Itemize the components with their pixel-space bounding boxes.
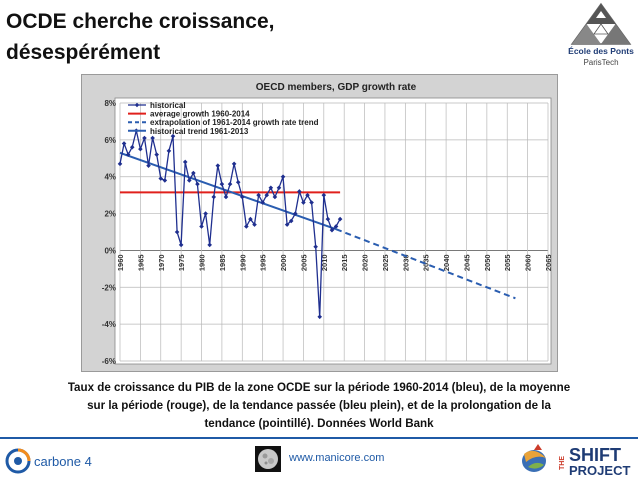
data-point xyxy=(199,224,204,229)
slide-title: OCDE cherche croissance, désespérément xyxy=(6,6,526,68)
caption-line1: Taux de croissance du PIB de la zone OCD… xyxy=(67,381,571,394)
x-axis-ticks: 1960 1965 1970 1975 1980 1985 1990 1995 2000 2005… xyxy=(116,254,553,271)
data-point xyxy=(280,174,286,180)
data-point xyxy=(313,244,318,250)
chart-caption: Taux de croissance du PIB de la zone OCD… xyxy=(4,379,634,433)
data-point xyxy=(272,194,278,200)
moon-icon xyxy=(255,446,281,472)
data-point xyxy=(276,185,282,191)
data-point xyxy=(292,211,298,216)
caption-line2: sur la période (rouge), de la tendance p… xyxy=(87,399,551,412)
x-tick-label: 2055 xyxy=(503,254,512,271)
data-point xyxy=(239,194,245,200)
data-point xyxy=(305,192,310,198)
carbone4-logo: carbone 4 xyxy=(4,447,114,477)
data-point xyxy=(329,227,335,233)
x-tick-label: 2015 xyxy=(340,254,349,271)
shift-project-logo: THE SHIFT PROJECT xyxy=(516,440,636,478)
data-point xyxy=(223,194,229,200)
legend-label: extrapolation of 1961-2014 growth rate t… xyxy=(150,118,319,127)
y-tick-label: 4% xyxy=(104,173,116,182)
data-point xyxy=(252,222,257,227)
ecole-des-ponts-logo: École des Ponts ParisTech xyxy=(566,2,636,74)
data-point xyxy=(117,161,123,167)
chart-frame: 8% 6% 4% 2% 0% -2% -4% -6% 1960 1965 1970 1975 1980… xyxy=(81,74,558,372)
x-tick-label: 2035 xyxy=(422,254,431,271)
x-tick-label: 1970 xyxy=(157,254,166,271)
x-tick-label: 2000 xyxy=(279,254,288,271)
data-point xyxy=(268,185,274,191)
x-tick-label: 2065 xyxy=(544,254,553,271)
data-point xyxy=(337,216,343,222)
x-tick-label: 2030 xyxy=(401,254,410,271)
data-point xyxy=(211,194,217,200)
shift-project-graphic: THE SHIFT PROJECT xyxy=(522,444,630,478)
data-point xyxy=(248,216,253,222)
x-tick-label: 2040 xyxy=(442,254,451,271)
x-tick-label: 1990 xyxy=(238,254,247,271)
y-tick-label: -2% xyxy=(102,283,116,292)
data-point xyxy=(203,211,208,216)
legend-label: historical trend 1961-2013 xyxy=(150,127,249,136)
carbone4-text: carbone 4 xyxy=(34,454,92,469)
slide-title-line1: OCDE cherche croissance, xyxy=(6,10,275,33)
y-tick-label: 2% xyxy=(104,210,116,219)
y-tick-label: 6% xyxy=(104,136,116,145)
data-point xyxy=(284,222,290,227)
data-point xyxy=(288,218,294,224)
y-tick-label: 0% xyxy=(104,246,116,255)
x-tick-label: 1980 xyxy=(198,254,207,271)
data-point xyxy=(235,179,241,185)
website-link[interactable]: www.manicore.com xyxy=(289,452,385,464)
x-tick-label: 2025 xyxy=(381,254,390,271)
caption-line3: tendance (pointillé). Données World Bank xyxy=(204,417,434,430)
x-tick-label: 1985 xyxy=(218,254,227,271)
footer-divider xyxy=(0,437,638,439)
ponts-logo-line1: École des Ponts xyxy=(568,46,634,56)
x-tick-label: 1965 xyxy=(136,254,145,271)
shift-shift-text: SHIFT xyxy=(569,445,621,465)
data-point xyxy=(333,224,339,229)
grid-lines xyxy=(119,102,549,362)
x-tick-label: 2010 xyxy=(320,254,329,271)
data-point xyxy=(227,181,233,187)
chart-title: OECD members, GDP growth rate xyxy=(256,82,417,93)
series-line-2 xyxy=(335,228,516,300)
y-axis-ticks: 8% 6% 4% 2% 0% -2% -4% -6% xyxy=(102,99,116,366)
x-tick-label: 2045 xyxy=(462,254,471,271)
y-tick-label: 8% xyxy=(104,99,116,108)
x-tick-label: 2050 xyxy=(483,254,492,271)
x-tick-label: 1960 xyxy=(116,254,125,271)
data-point xyxy=(264,192,270,198)
shift-project-text: PROJECT xyxy=(569,463,630,478)
carbone4-swirl-icon xyxy=(5,448,31,474)
data-point xyxy=(321,192,327,198)
slide-title-line2: désespérément xyxy=(6,41,161,64)
ponts-logo-line2: ParisTech xyxy=(583,58,619,67)
y-tick-label: -4% xyxy=(102,320,116,329)
legend-label: average growth 1960-2014 xyxy=(150,110,250,119)
x-tick-label: 2060 xyxy=(524,254,533,271)
data-point xyxy=(256,192,261,198)
x-tick-label: 1975 xyxy=(177,254,186,271)
x-tick-label: 2020 xyxy=(361,254,370,271)
data-point xyxy=(309,200,314,205)
data-point xyxy=(317,314,323,320)
data-point xyxy=(301,200,306,205)
x-tick-label: 1995 xyxy=(259,254,268,271)
shift-the-text: THE xyxy=(559,456,566,470)
legend-label: historical xyxy=(150,101,186,110)
y-tick-label: -6% xyxy=(102,357,116,366)
data-point xyxy=(260,200,265,205)
data-point xyxy=(325,216,331,222)
gdp-growth-chart: 8% 6% 4% 2% 0% -2% -4% -6% 1960 1965 1970 1975 1980… xyxy=(102,82,553,366)
data-point xyxy=(244,224,249,229)
x-tick-label: 2005 xyxy=(299,254,308,271)
data-point xyxy=(178,242,184,248)
data-point xyxy=(150,135,155,141)
data-point xyxy=(138,146,143,152)
triangle-logo-icon xyxy=(570,2,632,45)
data-point xyxy=(231,161,237,167)
